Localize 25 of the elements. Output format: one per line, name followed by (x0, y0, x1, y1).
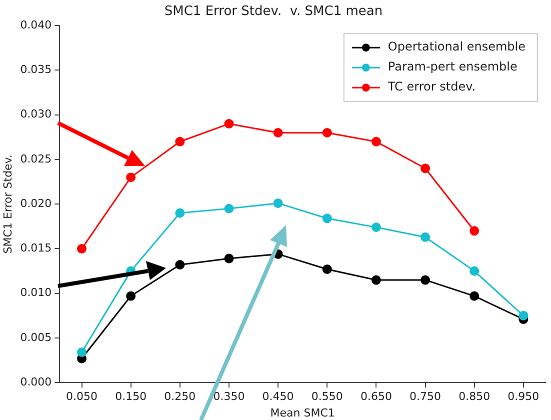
x-tick-label: 0.150 (115, 390, 147, 404)
x-tick-label: 0.050 (66, 390, 98, 404)
y-tick-label: 0.005 (20, 330, 52, 344)
y-tick-label: 0.000 (20, 375, 52, 388)
y-tick-label: 0.030 (20, 108, 52, 121)
y-tick-label: 0.020 (20, 196, 52, 210)
x-tick-label: 0.950 (508, 390, 540, 404)
x-tick-label: 0.750 (410, 390, 442, 404)
y-tick-label: 0.015 (20, 242, 52, 255)
y-tick-label: 0.010 (20, 286, 52, 300)
x-tick-label: 0.650 (360, 390, 392, 404)
x-tick-label: 0.250 (164, 390, 196, 404)
chart-title: SMC1 Error Stdev. v. SMC1 mean (164, 4, 383, 20)
y-tick-label: 0.035 (20, 63, 52, 76)
y-tick-label: 0.040 (20, 18, 52, 32)
legend-label: Opertational ensemble (388, 40, 526, 54)
x-tick-label: 0.850 (458, 390, 490, 404)
y-tick-label: 0.025 (20, 152, 52, 166)
legend-label: TC error stdev. (386, 80, 476, 94)
x-tick-label: 0.550 (311, 390, 343, 404)
x-tick-label: 0.350 (213, 390, 245, 404)
x-tick-label: 0.450 (262, 390, 294, 404)
x-axis-title: Mean SMC1 (270, 406, 335, 420)
legend-label: Param-pert ensemble (388, 60, 518, 74)
y-axis-title: SMC1 Error Stdev. (1, 154, 14, 254)
